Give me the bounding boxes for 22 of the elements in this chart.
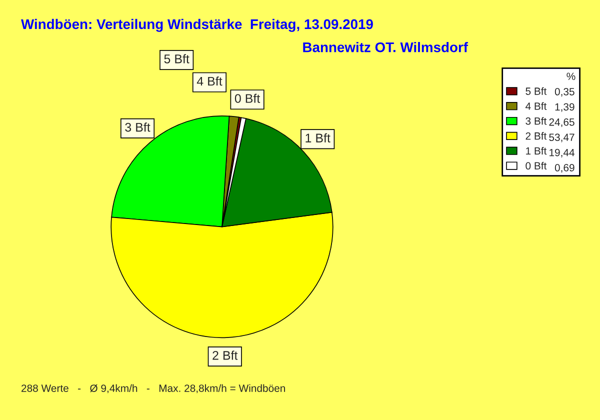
chart-subtitle: Bannewitz OT. Wilmsdorf <box>303 42 468 52</box>
data-label: 19,44 <box>550 148 574 158</box>
data-label: 0,69 <box>554 164 574 173</box>
data-label: 0,35 <box>554 88 574 97</box>
slice-label: 1 Bft <box>306 133 330 142</box>
slice-label: 4 Bft <box>196 76 222 86</box>
data-label: 1,39 <box>555 103 574 112</box>
data-label: 24,65 <box>549 118 574 128</box>
text: 288 Werte - Ø 9,4km/h - Max. 28,8km/h = Windböen <box>22 384 286 394</box>
data-label: 53,47 <box>549 134 574 142</box>
legend-label: 2 Bft <box>526 132 547 140</box>
slice-label: 3 Bft <box>125 122 150 132</box>
legend-label: 0 Bft <box>526 162 547 170</box>
slice-label: 0 Bft <box>234 94 260 103</box>
legend-label: 4 Bft <box>526 102 547 110</box>
slice-label: 2 Bft <box>212 350 238 360</box>
chart-title: Windböen: Verteilung Windstärke Freitag, 13.09.2019 <box>21 18 373 32</box>
category-label: 5 Bft <box>164 54 190 64</box>
legend-label: 1 Bft <box>526 146 547 155</box>
legend-title: % <box>566 72 576 80</box>
legend-label: 3 Bft <box>526 117 547 125</box>
legend-label: 5 Bft <box>526 87 547 95</box>
